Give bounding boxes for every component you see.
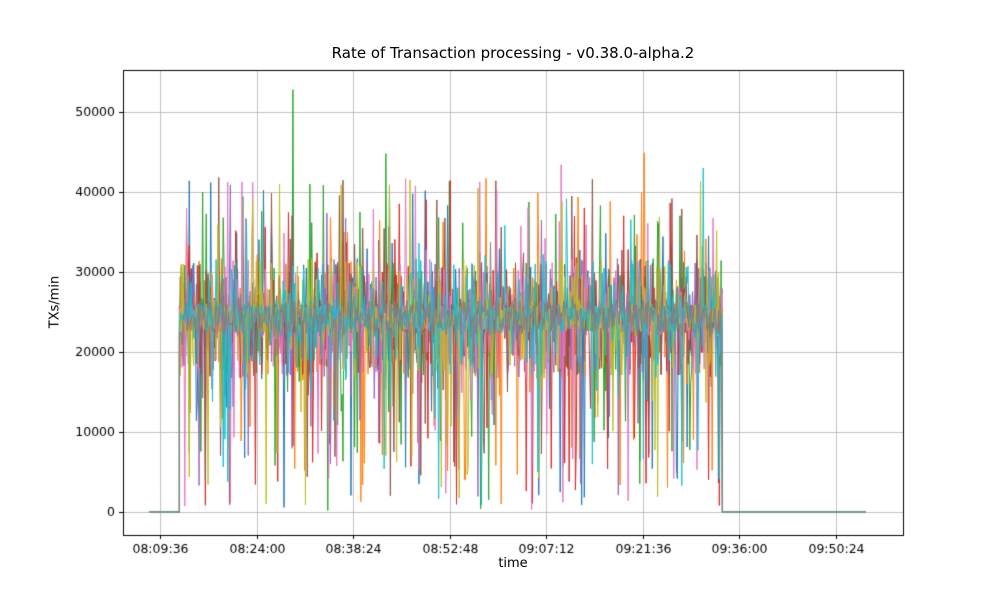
x-axis-label: time — [498, 556, 528, 571]
chart-title: Rate of Transaction processing - v0.38.0… — [331, 44, 695, 62]
y-axis-label: TXs/min — [47, 275, 63, 329]
